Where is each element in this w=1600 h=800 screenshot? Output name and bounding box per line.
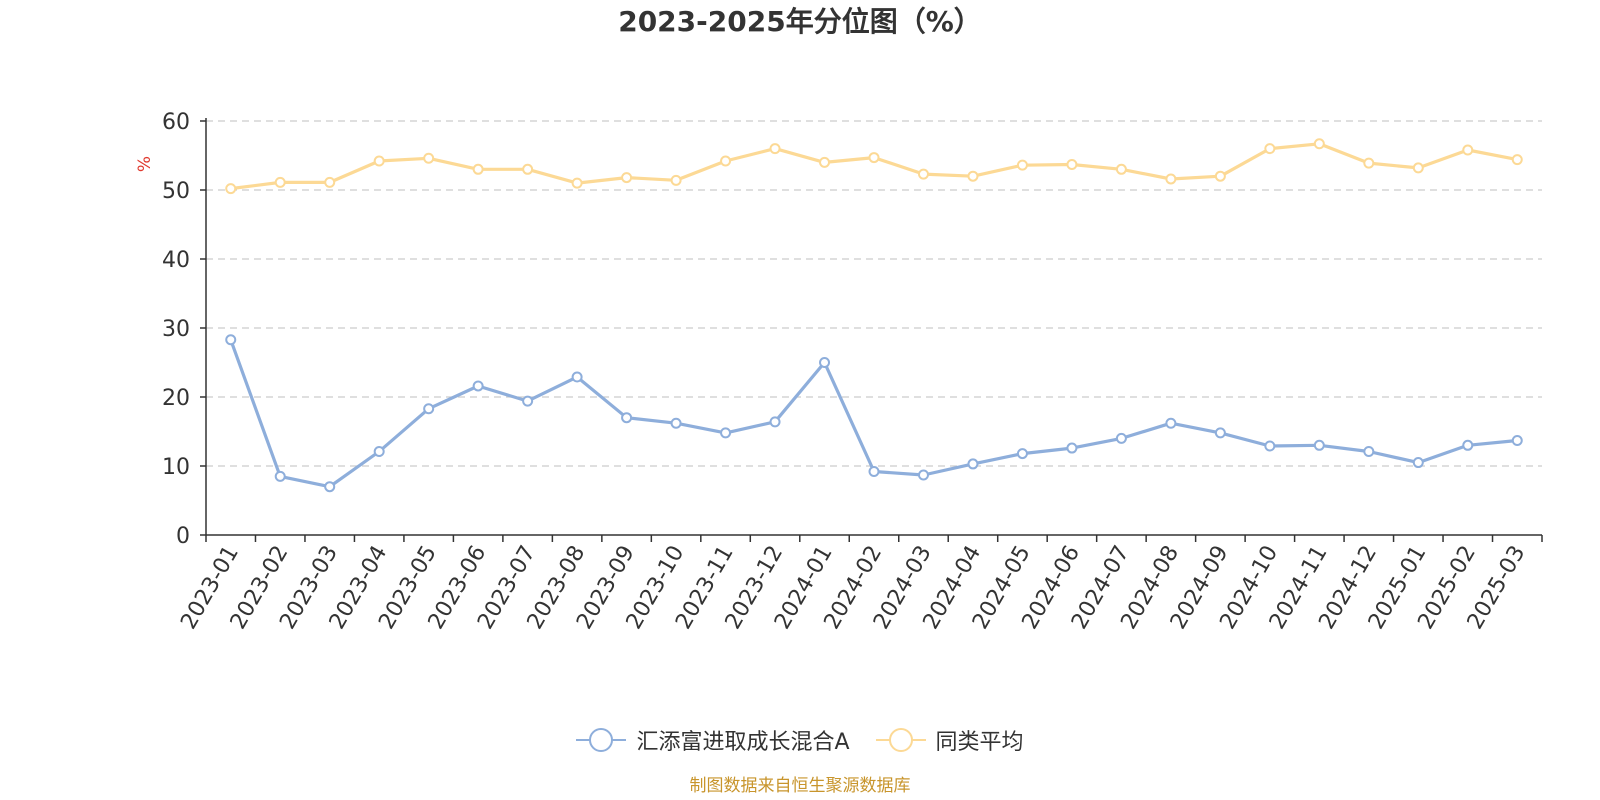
data-point (225, 183, 237, 195)
data-point (670, 417, 682, 429)
series-layer (225, 138, 1523, 493)
y-tick-label: 30 (162, 317, 190, 342)
legend-item[interactable]: 同类平均 (875, 724, 1024, 756)
data-point (373, 155, 385, 167)
data-point (1214, 427, 1226, 439)
data-point (522, 163, 534, 175)
legend-label: 汇添富进取成长混合A (636, 730, 850, 755)
line-chart: 0102030405060%2023-012023-022023-032023-… (135, 110, 1543, 634)
y-tick-label: 40 (162, 248, 190, 273)
y-tick-label: 0 (176, 524, 190, 549)
data-point (423, 152, 435, 164)
y-tick-label: 20 (162, 386, 190, 411)
y-tick-label: 10 (162, 455, 190, 480)
data-point (621, 172, 633, 184)
data-point (917, 469, 929, 481)
data-point (720, 155, 732, 167)
data-point (1462, 439, 1474, 451)
data-point (967, 458, 979, 470)
data-point (1115, 163, 1127, 175)
data-point (1016, 159, 1028, 171)
data-point (1462, 144, 1474, 156)
data-point (1412, 162, 1424, 174)
data-point (423, 403, 435, 415)
data-point (1214, 170, 1226, 182)
y-tick-label: 50 (162, 179, 190, 204)
y-tick-label: 60 (162, 110, 190, 135)
data-point (720, 427, 732, 439)
data-point (274, 176, 286, 188)
data-point (571, 371, 583, 383)
data-point (225, 334, 237, 346)
data-point (324, 176, 336, 188)
data-point (1165, 173, 1177, 185)
data-point (1264, 440, 1276, 452)
legend-label: 同类平均 (935, 730, 1024, 755)
data-point (472, 380, 484, 392)
data-point (621, 412, 633, 424)
data-point (522, 395, 534, 407)
data-point (1313, 439, 1325, 451)
data-point (324, 481, 336, 493)
data-point (1511, 154, 1523, 166)
data-point (274, 470, 286, 482)
data-point (868, 152, 880, 164)
data-point (373, 446, 385, 458)
source-note: 制图数据来自恒生聚源数据库 (689, 776, 911, 796)
legend: 汇添富进取成长混合A 同类平均 (0, 722, 1600, 758)
data-point (1016, 448, 1028, 460)
data-point (1115, 432, 1127, 444)
data-point (1165, 417, 1177, 429)
data-point (1511, 434, 1523, 446)
data-point (1412, 457, 1424, 469)
data-point (1264, 143, 1276, 155)
data-point (1066, 158, 1078, 170)
series-line-1 (229, 142, 1519, 191)
y-axis-label: % (135, 156, 155, 172)
chart-title: 2023-2025年分位图（%） (618, 5, 982, 38)
data-point (868, 466, 880, 478)
axis-layer: 0102030405060%2023-012023-022023-032023-… (135, 110, 1543, 634)
legend-marker-icon (875, 727, 926, 753)
data-point (967, 170, 979, 182)
data-point (1066, 442, 1078, 454)
data-point (472, 163, 484, 175)
legend-marker-icon (576, 727, 627, 753)
data-point (819, 357, 831, 368)
data-point (571, 177, 583, 189)
data-point (819, 156, 831, 168)
data-point (917, 168, 929, 180)
data-point (769, 143, 781, 155)
series-line-0 (229, 338, 1519, 489)
data-point (769, 416, 781, 428)
data-point (670, 174, 682, 186)
data-point (1363, 446, 1375, 458)
data-point (1363, 157, 1375, 169)
grid-layer (206, 120, 1542, 467)
data-point (1313, 138, 1325, 150)
legend-item[interactable]: 汇添富进取成长混合A (576, 724, 850, 756)
